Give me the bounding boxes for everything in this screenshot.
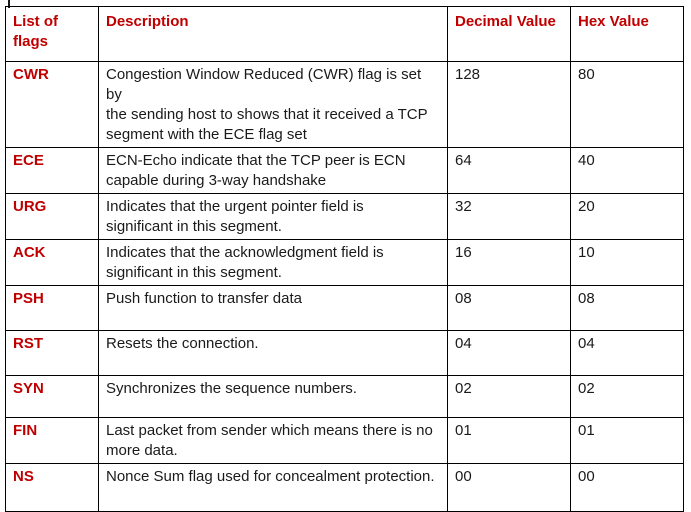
decimal-value-cell: 16 xyxy=(447,239,571,286)
table-row: ACK Indicates that the acknowledgment fi… xyxy=(5,239,684,286)
decimal-value-cell: 64 xyxy=(447,147,571,194)
column-header-hex-value: Hex Value xyxy=(570,6,684,62)
flag-name-cell: SYN xyxy=(5,375,99,418)
hex-value-cell: 01 xyxy=(570,417,684,464)
column-header-decimal-value: Decimal Value xyxy=(447,6,571,62)
decimal-value-cell: 00 xyxy=(447,463,571,512)
flag-description-cell: Indicates that the urgent pointer field … xyxy=(98,193,448,240)
flag-name-cell: RST xyxy=(5,330,99,376)
decimal-value-cell: 04 xyxy=(447,330,571,376)
decimal-value-cell: 32 xyxy=(447,193,571,240)
hex-value-cell: 02 xyxy=(570,375,684,418)
flag-description-cell: Synchronizes the sequence numbers. xyxy=(98,375,448,418)
flag-name-cell: FIN xyxy=(5,417,99,464)
flag-name-cell: CWR xyxy=(5,61,99,148)
table-row: FIN Last packet from sender which means … xyxy=(5,417,684,464)
hex-value-cell: 40 xyxy=(570,147,684,194)
flag-name-cell: ECE xyxy=(5,147,99,194)
flag-description-cell: Resets the connection. xyxy=(98,330,448,376)
table-row: RST Resets the connection. 04 04 xyxy=(5,330,684,376)
flag-description-cell: Nonce Sum flag used for concealment prot… xyxy=(98,463,448,512)
table-row: URG Indicates that the urgent pointer fi… xyxy=(5,193,684,240)
hex-value-cell: 00 xyxy=(570,463,684,512)
hex-value-cell: 04 xyxy=(570,330,684,376)
header-row: List of flags Description Decimal Value … xyxy=(5,6,684,62)
flag-name-cell: NS xyxy=(5,463,99,512)
decimal-value-cell: 02 xyxy=(447,375,571,418)
document-page: List of flags Description Decimal Value … xyxy=(5,0,684,512)
table-row: CWR Congestion Window Reduced (CWR) flag… xyxy=(5,61,684,148)
table-row: NS Nonce Sum flag used for concealment p… xyxy=(5,463,684,512)
flag-name-cell: PSH xyxy=(5,285,99,331)
flag-name-cell: URG xyxy=(5,193,99,240)
flag-description-cell: ECN-Echo indicate that the TCP peer is E… xyxy=(98,147,448,194)
table-row: PSH Push function to transfer data 08 08 xyxy=(5,285,684,331)
table-row: ECE ECN-Echo indicate that the TCP peer … xyxy=(5,147,684,194)
flag-description-cell: Indicates that the acknowledgment field … xyxy=(98,239,448,286)
flag-description-cell: Congestion Window Reduced (CWR) flag is … xyxy=(98,61,448,148)
table-header: List of flags Description Decimal Value … xyxy=(5,6,684,62)
hex-value-cell: 20 xyxy=(570,193,684,240)
decimal-value-cell: 01 xyxy=(447,417,571,464)
hex-value-cell: 10 xyxy=(570,239,684,286)
flag-name-cell: ACK xyxy=(5,239,99,286)
column-header-list-of-flags: List of flags xyxy=(5,6,99,62)
flag-description-cell: Last packet from sender which means ther… xyxy=(98,417,448,464)
stray-text-mark xyxy=(8,0,10,8)
table-body: CWR Congestion Window Reduced (CWR) flag… xyxy=(5,61,684,512)
hex-value-cell: 80 xyxy=(570,61,684,148)
column-header-description: Description xyxy=(98,6,448,62)
decimal-value-cell: 128 xyxy=(447,61,571,148)
flag-description-cell: Push function to transfer data xyxy=(98,285,448,331)
hex-value-cell: 08 xyxy=(570,285,684,331)
tcp-flags-table: List of flags Description Decimal Value … xyxy=(5,6,684,512)
decimal-value-cell: 08 xyxy=(447,285,571,331)
table-row: SYN Synchronizes the sequence numbers. 0… xyxy=(5,375,684,418)
